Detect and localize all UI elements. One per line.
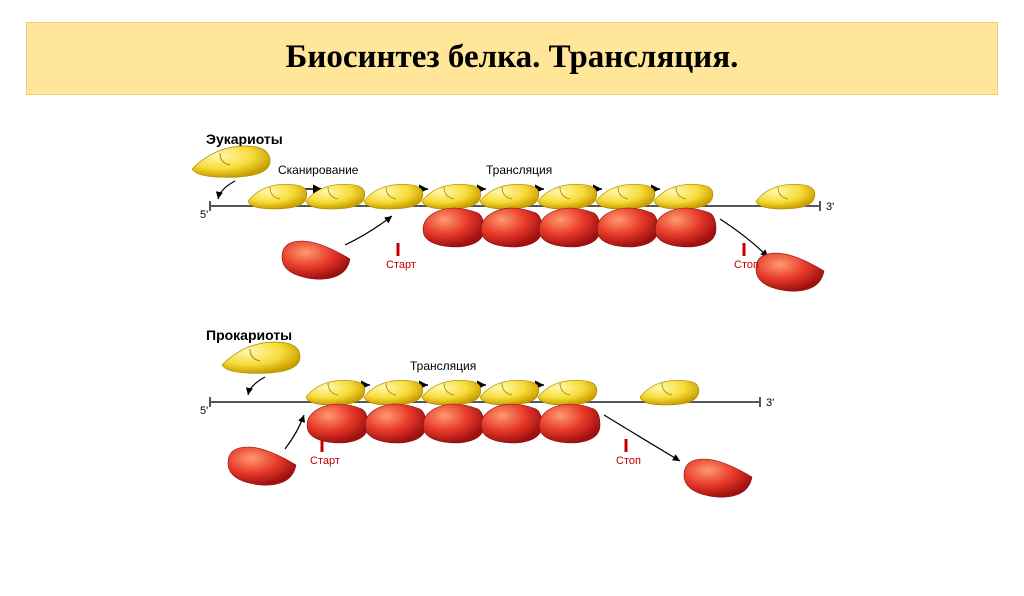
translation-label-2: Трансляция — [410, 359, 476, 373]
ribosome-3 — [538, 184, 600, 247]
small-subunit-leaving-pro — [640, 380, 699, 405]
ribosome-p3 — [422, 380, 484, 443]
large-subunit-leaving-icon — [756, 253, 824, 291]
small-subunit-incoming-pro-icon — [222, 342, 300, 373]
ribosome-p4 — [480, 380, 542, 443]
scanning-subunit-2 — [306, 184, 365, 209]
scanning-subunit-1 — [248, 184, 307, 209]
start-label-2: Старт — [310, 455, 340, 467]
ribosome-1 — [422, 184, 484, 247]
three-prime-1: 3' — [826, 201, 834, 213]
prokaryote-diagram — [0, 337, 1024, 537]
title-bar: Биосинтез белка. Трансляция. — [26, 22, 998, 95]
translation-label-1: Трансляция — [486, 163, 552, 177]
large-subunit-incoming-pro-icon — [228, 447, 296, 485]
large-subunit-incoming-icon — [282, 241, 350, 279]
ribosome-5 — [654, 184, 716, 247]
five-prime-1: 5' — [200, 209, 208, 221]
three-prime-2: 3' — [766, 397, 774, 409]
stop-label-2: Стоп — [616, 455, 641, 467]
start-label-1: Старт — [386, 259, 416, 271]
ribosome-p2 — [364, 380, 426, 443]
diagram-area: Эукариоты — [0, 131, 1024, 561]
scanning-subunit-3 — [364, 184, 423, 209]
scanning-label: Сканирование — [278, 163, 358, 177]
ribosome-2 — [480, 184, 542, 247]
small-subunit-leaving — [756, 184, 815, 209]
large-subunit-leaving-pro-icon — [684, 459, 752, 497]
stop-label-1: Стоп — [734, 259, 759, 271]
ribosome-p5 — [538, 380, 600, 443]
ribosome-p1 — [306, 380, 368, 443]
small-subunit-incoming-icon — [192, 146, 270, 177]
five-prime-2: 5' — [200, 405, 208, 417]
ribosome-4 — [596, 184, 658, 247]
page-title: Биосинтез белка. Трансляция. — [286, 39, 739, 75]
